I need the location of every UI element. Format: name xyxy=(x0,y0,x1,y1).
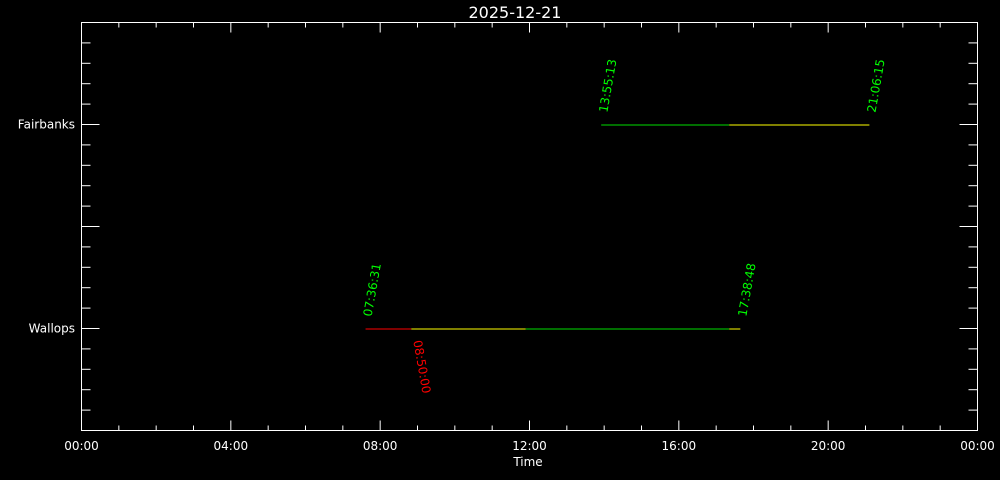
x-tick-label: 12:00 xyxy=(512,439,547,453)
x-tick-label: 00:00 xyxy=(64,439,99,453)
time-label: 21:06:15 xyxy=(865,58,888,114)
y-category-label: Fairbanks xyxy=(18,118,75,132)
plot-frame xyxy=(81,22,978,431)
axis-ticks xyxy=(81,22,978,431)
time-label: 13:55:13 xyxy=(596,58,619,114)
x-tick-label: 08:00 xyxy=(363,439,398,453)
time-label: 08:50:00 xyxy=(410,339,433,395)
x-axis-label: Time xyxy=(512,455,542,469)
x-tick-label: 20:00 xyxy=(811,439,846,453)
y-category-labels: Wallops Fairbanks xyxy=(18,118,75,336)
x-tick-label: 00:00 xyxy=(960,439,995,453)
chart-title: 2025-12-21 xyxy=(469,3,562,22)
timeline-bars xyxy=(365,124,870,330)
y-category-label: Wallops xyxy=(29,322,75,336)
x-tick-label: 04:00 xyxy=(214,439,249,453)
time-labels: 07:36:31 17:38:48 08:50:00 13:55:13 21:06:15 xyxy=(361,58,888,395)
x-tick-label: 16:00 xyxy=(662,439,697,453)
time-label: 17:38:48 xyxy=(735,262,758,318)
x-tick-labels: 00:00 04:00 08:00 12:00 16:00 20:00 00:00 xyxy=(64,439,995,453)
time-label: 07:36:31 xyxy=(361,262,384,318)
